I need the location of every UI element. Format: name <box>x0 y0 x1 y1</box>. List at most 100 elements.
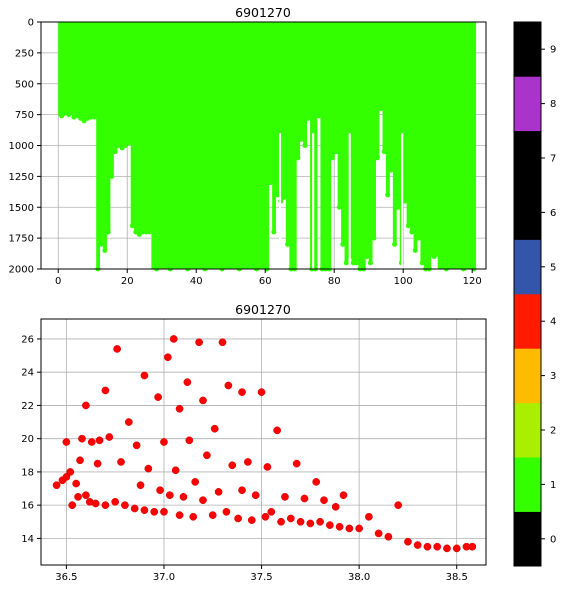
scatter-point <box>82 401 90 410</box>
profile-column <box>420 22 425 263</box>
profile-column <box>320 22 325 269</box>
profile-column <box>385 22 390 195</box>
profile-column <box>75 22 80 116</box>
scatter-point <box>179 493 188 501</box>
scatter-point <box>95 436 104 445</box>
profile-bottom-marker <box>354 260 360 266</box>
profile-column <box>116 22 121 146</box>
scatter-point <box>136 481 145 490</box>
scatter-point <box>214 488 223 496</box>
profile-column <box>306 22 311 119</box>
colorbar-tick-label: 9 <box>550 45 556 56</box>
scatter-point <box>335 522 344 531</box>
scatter-point <box>228 461 237 470</box>
profile-bottom-marker <box>133 229 139 235</box>
bottom-x-axis: 36.5 37.0 37.5 38.0 38.5 <box>55 565 468 583</box>
bottom-y-tick-label: 20 <box>21 434 34 445</box>
profile-gap <box>348 133 351 269</box>
scatter-point <box>76 456 84 465</box>
profile-column <box>285 22 290 245</box>
bottom-panel: 6901270 36.5 37.0 37.5 38.0 38.5 14 16 18 20 22 2… <box>21 302 487 583</box>
profile-bottom-marker <box>367 260 373 266</box>
profile-bottom-marker <box>274 192 280 198</box>
scatter-point <box>113 345 121 353</box>
top-x-tick-label: 80 <box>328 276 341 287</box>
profile-column <box>151 22 163 269</box>
scatter-point <box>160 507 168 516</box>
top-x-tick-label: 60 <box>259 276 272 287</box>
bottom-y-tick-label: 22 <box>21 401 34 412</box>
colorbar: 0 1 2 3 4 5 6 7 8 9 <box>513 21 556 567</box>
profile-column <box>344 22 349 263</box>
scatter-point <box>140 371 149 380</box>
scatter-point <box>101 501 110 510</box>
profile-column <box>272 22 276 232</box>
top-y-tick-label: 1000 <box>9 141 34 152</box>
profile-column <box>137 22 142 235</box>
profile-column <box>292 22 297 269</box>
profile-bottom-marker <box>371 235 377 241</box>
colorbar-tick-label: 6 <box>550 208 556 219</box>
profile-column <box>141 22 145 232</box>
scatter-point <box>74 493 82 501</box>
scatter-point <box>72 479 80 488</box>
profile-bottom-marker <box>147 229 153 235</box>
profile-column <box>330 22 335 158</box>
profile-column <box>454 22 473 269</box>
scatter-point <box>150 507 159 516</box>
colorbar-tick-label: 5 <box>550 262 556 273</box>
scatter-point <box>261 512 270 521</box>
top-panel: 6901270 0 20 40 60 80 100 120 0 250 500 750 1000 12… <box>9 5 487 287</box>
profile-column <box>375 22 380 158</box>
profile-bottom-marker <box>329 155 335 161</box>
profile-bottom-marker <box>350 260 356 266</box>
scatter-point <box>195 338 203 347</box>
profile-bottom-marker <box>271 229 277 235</box>
scatter-point <box>423 542 432 551</box>
profile-column <box>275 22 280 195</box>
profile-column <box>303 22 308 146</box>
scatter-point <box>199 396 207 405</box>
top-profile-fill <box>58 22 477 272</box>
profile-gap <box>312 133 315 269</box>
profile-bottom-marker <box>78 115 84 121</box>
profile-bottom-marker <box>119 145 125 151</box>
profile-column <box>268 22 273 183</box>
bottom-y-axis: 14 16 18 20 22 24 26 <box>21 334 41 545</box>
profile-bottom-marker <box>295 155 301 161</box>
top-y-axis: 0 250 500 750 1000 1250 1500 1750 2000 <box>9 18 41 276</box>
scatter-point <box>111 497 120 506</box>
profile-column <box>130 22 135 226</box>
scatter-point <box>62 438 71 446</box>
profile-column <box>410 22 414 232</box>
profile-bottom-marker <box>140 229 146 235</box>
profile-bottom-marker <box>143 229 149 235</box>
top-y-tick-label: 1750 <box>9 234 34 245</box>
bottom-scatter-points <box>52 335 477 553</box>
top-x-tick-label: 40 <box>190 276 203 287</box>
scatter-point <box>468 542 477 551</box>
bottom-x-tick-label: 36.5 <box>55 572 77 583</box>
profile-column <box>106 22 111 232</box>
profile-column <box>85 22 90 119</box>
profile-bottom-marker <box>385 192 391 198</box>
profile-bottom-marker <box>381 149 387 155</box>
scatter-point <box>238 486 246 495</box>
bottom-x-tick-label: 38.5 <box>446 572 468 583</box>
profile-bottom-marker <box>388 167 394 173</box>
profile-column <box>161 22 180 269</box>
top-y-tick-label: 1250 <box>9 172 34 183</box>
scatter-point <box>234 514 242 523</box>
profile-bottom-marker <box>136 231 142 237</box>
scatter-point <box>251 491 260 500</box>
profile-column <box>396 22 401 208</box>
profile-bottom-marker <box>412 247 418 253</box>
profile-bottom-marker <box>402 198 408 204</box>
top-y-tick-label: 0 <box>28 18 34 29</box>
profile-bottom-marker <box>102 247 108 253</box>
scatter-point <box>433 542 442 551</box>
bottom-y-tick-label: 24 <box>21 368 34 379</box>
scatter-point <box>452 544 461 553</box>
profile-column <box>334 22 339 152</box>
